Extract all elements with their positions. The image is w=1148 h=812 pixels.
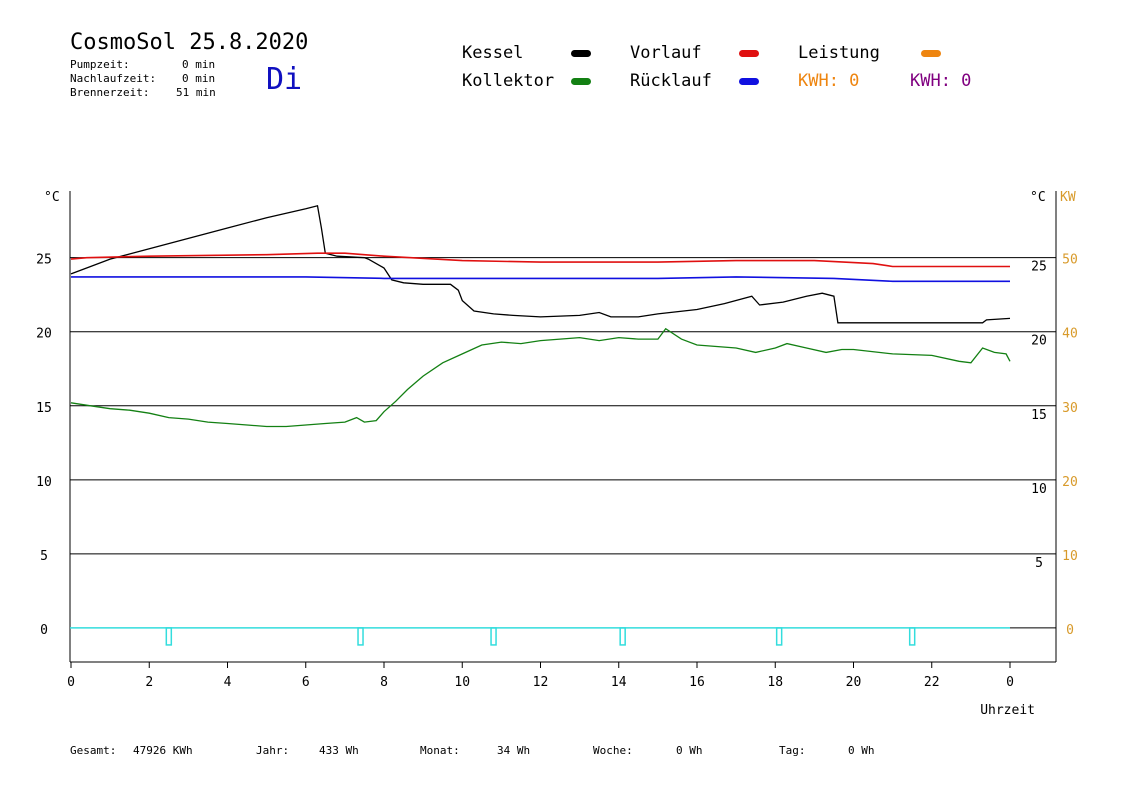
- x-tick-label: 8: [380, 675, 388, 690]
- weekday-label: Di: [266, 62, 303, 97]
- y-tick-label-left: 20: [36, 327, 52, 342]
- y-tick-label-right: 25: [1031, 260, 1047, 275]
- x-tick-label: 20: [846, 675, 862, 690]
- stats-jahr-value: 433 Wh: [319, 744, 359, 757]
- series-line-ruecklauf: [71, 276, 1010, 283]
- stats-monat-label: Monat:: [420, 744, 460, 757]
- x-tick-label: 4: [224, 675, 232, 690]
- pump-marker: [619, 627, 626, 646]
- y-tick-label-left: 25: [36, 253, 52, 268]
- y-tick-label-left: 10: [36, 475, 52, 490]
- y-tick-label-kw: 40: [1062, 327, 1078, 342]
- chart-title: CosmoSol 25.8.2020: [70, 30, 309, 55]
- y-tick-label-left: 15: [36, 401, 52, 416]
- x-tick-label: 0: [1006, 675, 1014, 690]
- stats-jahr-label: Jahr:: [256, 744, 290, 757]
- y-tick-label-left: 5: [40, 549, 48, 564]
- x-axis-label: Uhrzeit: [980, 703, 1035, 718]
- y-tick-label-right: 20: [1031, 334, 1047, 349]
- nachlaufzeit-label: Nachlaufzeit:: [70, 72, 157, 85]
- series-line-kessel: [70, 204, 1011, 324]
- stats-tag-label: Tag:: [779, 744, 806, 757]
- brennerzeit-value: 51 min: [176, 86, 216, 99]
- y-tick-label-kw: 10: [1062, 549, 1078, 564]
- legend-kwh-purple: KWH: 0: [910, 71, 972, 91]
- legend-leistung-label: Leistung: [798, 43, 880, 63]
- x-tick-label: 12: [533, 675, 549, 690]
- y-tick-label-kw: 0: [1066, 623, 1074, 638]
- legend-vorlauf-swatch: [739, 50, 759, 57]
- pump-marker: [357, 627, 364, 646]
- legend-leistung-swatch: [921, 50, 941, 57]
- stats-gesamt-value: 47926 KWh: [133, 744, 193, 757]
- pump-marker: [165, 627, 173, 646]
- x-tick-label: 10: [454, 675, 470, 690]
- y-axis-unit-left: °C: [44, 190, 60, 205]
- nachlaufzeit-value: 0 min: [182, 72, 216, 85]
- stats-tag-value: 0 Wh: [848, 744, 875, 757]
- y-axis-unit-kw: KW: [1060, 190, 1076, 205]
- legend-vorlauf-label: Vorlauf: [630, 43, 702, 63]
- y-tick-label-right: 15: [1031, 408, 1047, 423]
- legend-kollektor-swatch: [571, 78, 591, 85]
- stats-monat-value: 34 Wh: [497, 744, 531, 757]
- stats-woche-label: Woche:: [593, 744, 633, 757]
- series-line-kollektor: [70, 327, 1011, 428]
- x-tick-label: 16: [689, 675, 705, 690]
- x-tick-label: 18: [767, 675, 783, 690]
- y-tick-label-kw: 50: [1062, 253, 1078, 268]
- y-tick-label-right: 10: [1031, 482, 1047, 497]
- y-tick-label-kw: 20: [1062, 475, 1078, 490]
- y-axis-unit-right: °C: [1030, 190, 1046, 205]
- x-tick-label: 14: [611, 675, 627, 690]
- x-tick-label: 6: [302, 675, 310, 690]
- x-tick-label: 0: [67, 675, 75, 690]
- legend-kwh-leistung: KWH: 0: [798, 71, 860, 91]
- legend-kessel-swatch: [571, 50, 591, 57]
- legend-ruecklauf-swatch: [739, 78, 759, 85]
- x-tick-label: 2: [145, 675, 153, 690]
- x-tick-label: 22: [924, 675, 940, 690]
- pump-marker: [908, 627, 916, 646]
- legend-kollektor-label: Kollektor: [462, 71, 555, 91]
- pump-marker: [490, 627, 497, 646]
- series-line-vorlauf: [70, 252, 1010, 268]
- y-tick-label-left: 0: [40, 623, 48, 638]
- y-tick-label-kw: 30: [1062, 401, 1078, 416]
- pumpzeit-value: 0 min: [182, 58, 216, 71]
- stats-woche-value: 0 Wh: [676, 744, 703, 757]
- y-tick-label-right: 5: [1035, 556, 1043, 571]
- legend-ruecklauf-label: Rücklauf: [630, 71, 712, 91]
- brennerzeit-label: Brennerzeit:: [70, 86, 150, 99]
- pump-marker: [775, 627, 783, 646]
- pumpzeit-label: Pumpzeit:: [70, 58, 130, 71]
- stats-gesamt-label: Gesamt:: [70, 744, 117, 757]
- legend-kessel-label: Kessel: [462, 43, 524, 63]
